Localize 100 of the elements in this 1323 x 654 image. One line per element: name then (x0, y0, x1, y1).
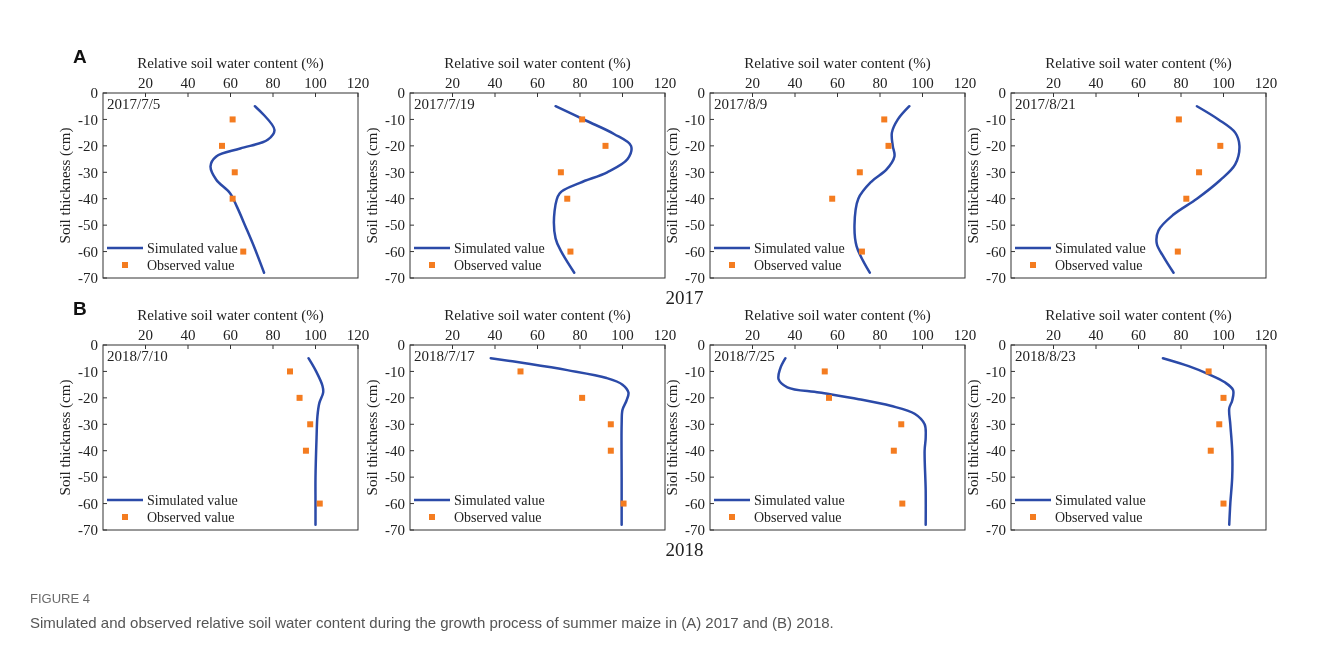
y-tick-label: -70 (385, 270, 405, 287)
y-tick-label: -30 (78, 416, 98, 433)
point (579, 116, 586, 123)
y-tick-label: -60 (385, 495, 405, 512)
legend-label: Observed value (754, 257, 842, 273)
point (898, 421, 905, 428)
x-tick-label: 20 (745, 327, 760, 343)
x-tick-label: 40 (487, 327, 503, 343)
legend-label: Simulated value (1055, 492, 1146, 508)
x-tick-label: 100 (1212, 75, 1235, 91)
y-tick-label: -20 (986, 390, 1006, 407)
x-axis-title: Relative soil water content (%) (444, 55, 631, 72)
y-tick-label: -50 (385, 217, 405, 234)
x-tick-label: 40 (1088, 327, 1104, 343)
y-tick-label: 0 (397, 337, 405, 354)
x-tick-label: 120 (1254, 327, 1278, 343)
point (517, 368, 524, 375)
y-tick-label: 0 (998, 337, 1006, 354)
y-tick-label: -40 (78, 442, 98, 459)
text: Simulated and observed relative soil water content during the growth process of summer maize in (A) 2017 and (B) 2018. (30, 614, 834, 631)
x-tick-label: 100 (611, 327, 634, 343)
point (229, 195, 236, 202)
text: B (73, 298, 87, 319)
annotation: 2017/8/9 (714, 96, 768, 112)
point (307, 421, 314, 428)
x-tick-label: 20 (745, 75, 760, 91)
y-tick-label: -60 (78, 495, 98, 512)
y-tick-label: -10 (685, 363, 705, 380)
y-tick-label: -40 (685, 190, 705, 207)
y-axis-title: Soil thickness (cm) (965, 127, 982, 244)
x-tick-label: 60 (1131, 75, 1146, 91)
point (567, 248, 574, 255)
point (287, 368, 293, 375)
y-axis-title: Soil thickness (cm) (364, 127, 381, 244)
point (240, 248, 247, 255)
y-tick-label: -30 (385, 416, 405, 433)
x-tick-label: 40 (180, 75, 196, 91)
point (890, 447, 897, 454)
point (607, 447, 614, 454)
y-tick-label: -70 (685, 522, 705, 539)
legend-label: Simulated value (454, 492, 545, 508)
y-tick-label: -10 (986, 363, 1006, 380)
x-axis-title: Relative soil water content (%) (1045, 55, 1232, 72)
x-tick-label: 100 (911, 75, 934, 91)
legend-label: Observed value (454, 509, 542, 525)
y-tick-label: -60 (685, 243, 705, 260)
legend-label: Simulated value (1055, 240, 1146, 256)
y-axis-title: Soil thickness (cm) (664, 127, 681, 244)
line-series (853, 104, 911, 274)
x-tick-label: 100 (611, 75, 634, 91)
y-tick-label: -30 (385, 164, 405, 181)
y-tick-label: -20 (385, 390, 405, 407)
point (231, 169, 238, 176)
text: FIGURE 4 (30, 591, 90, 606)
y-axis-title: Soil thickness (cm) (57, 127, 74, 244)
point (899, 500, 906, 507)
y-tick-label: -20 (685, 390, 705, 407)
y-tick-label: -30 (78, 164, 98, 181)
x-tick-label: 80 (265, 327, 281, 343)
line-series (1161, 356, 1235, 526)
annotation: 2018/7/17 (414, 348, 476, 364)
x-axis-title: Relative soil water content (%) (444, 307, 631, 324)
y-tick-label: -20 (78, 138, 98, 155)
y-tick-label: -40 (385, 190, 405, 207)
point (607, 421, 614, 428)
y-tick-label: -50 (685, 469, 705, 486)
y-tick-label: -60 (986, 495, 1006, 512)
annotation: 2017/7/5 (107, 96, 161, 112)
x-tick-label: 60 (530, 75, 545, 91)
y-tick-label: -40 (986, 442, 1006, 459)
y-tick-label: -50 (78, 217, 98, 234)
x-tick-label: 40 (1088, 75, 1104, 91)
point (316, 500, 323, 507)
y-tick-label: -20 (685, 138, 705, 155)
x-tick-label: 100 (911, 327, 934, 343)
legend-label: Simulated value (754, 492, 845, 508)
x-tick-label: 80 (1173, 327, 1189, 343)
y-tick-label: -10 (385, 363, 405, 380)
point (829, 195, 836, 202)
x-tick-label: 20 (1046, 327, 1061, 343)
y-tick-label: -10 (78, 363, 98, 380)
x-tick-label: 40 (787, 75, 803, 91)
x-tick-label: 120 (346, 327, 370, 343)
legend-label: Simulated value (147, 240, 238, 256)
annotation: 2018/8/23 (1015, 348, 1076, 364)
x-tick-label: 20 (138, 75, 153, 91)
point (858, 248, 865, 255)
x-tick-label: 80 (872, 327, 888, 343)
point (1205, 368, 1212, 375)
legend-label: Observed value (1055, 257, 1143, 273)
y-tick-label: -60 (685, 495, 705, 512)
x-tick-label: 120 (1254, 75, 1278, 91)
x-tick-label: 60 (223, 75, 238, 91)
y-tick-label: -60 (986, 243, 1006, 260)
x-tick-label: 20 (138, 327, 153, 343)
x-tick-label: 120 (653, 327, 677, 343)
x-tick-label: 20 (1046, 75, 1061, 91)
y-tick-label: 0 (697, 85, 705, 102)
x-axis-title: Relative soil water content (%) (744, 55, 931, 72)
line-series (552, 104, 633, 274)
